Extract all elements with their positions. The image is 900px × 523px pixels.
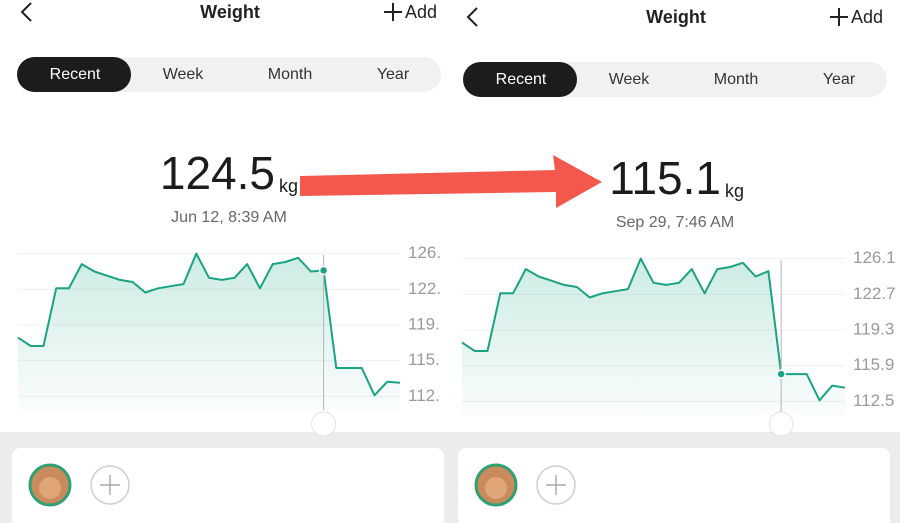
reading-unit: kg xyxy=(725,181,744,201)
reading-value: 115.1 xyxy=(609,152,721,204)
screen-title: Weight xyxy=(646,7,706,27)
y-tick-label: 115. xyxy=(408,350,440,369)
avatar-face xyxy=(39,477,61,499)
line-area xyxy=(18,253,400,410)
tab[interactable]: Recent xyxy=(50,66,101,83)
tab[interactable]: Month xyxy=(268,66,312,83)
add-user-icon xyxy=(100,475,120,495)
line-area xyxy=(462,258,845,415)
y-tick-label: 112. xyxy=(408,386,440,405)
y-tick-label: 119. xyxy=(408,314,440,333)
tab[interactable]: Recent xyxy=(496,71,547,88)
back-button[interactable] xyxy=(466,7,478,27)
back-button[interactable] xyxy=(20,2,32,22)
tab[interactable]: Week xyxy=(163,66,205,83)
add-icon[interactable] xyxy=(384,3,402,21)
user-card xyxy=(458,448,890,523)
avatar-face xyxy=(485,477,507,499)
y-tick-label: 112.5 xyxy=(853,391,894,410)
reading-time: Jun 12, 8:39 AM xyxy=(171,209,287,226)
phone-screen: Weight Add Recent Week Month Year 115.1 kg Sep 2… xyxy=(446,7,900,523)
selected-point xyxy=(318,265,329,276)
slider-knob[interactable] xyxy=(768,411,794,437)
add-button[interactable]: Add xyxy=(851,7,883,27)
annotation-arrow xyxy=(300,155,602,208)
user-card xyxy=(12,448,444,523)
y-tick-label: 122.7 xyxy=(853,284,896,303)
screen-title: Weight xyxy=(200,2,260,22)
tab[interactable]: Year xyxy=(377,66,410,83)
y-tick-label: 115.9 xyxy=(853,355,894,374)
y-tick-label: 126. xyxy=(408,243,441,262)
reading-unit: kg xyxy=(279,176,298,196)
y-tick-label: 122. xyxy=(408,279,441,298)
tab-active-pill xyxy=(463,62,577,97)
selected-point xyxy=(776,369,786,379)
add-user-icon xyxy=(546,475,566,495)
reading-value: 124.5 xyxy=(160,147,275,199)
add-icon[interactable] xyxy=(830,8,848,26)
tab[interactable]: Week xyxy=(609,71,651,88)
weight-line xyxy=(17,252,401,397)
tab-active-pill xyxy=(17,57,131,92)
add-button[interactable]: Add xyxy=(405,2,437,22)
y-tick-label: 126.1 xyxy=(853,248,896,267)
phone-screen: Weight Add Recent Week Month Year 124.5 kg Jun 1… xyxy=(0,2,454,523)
slider-knob[interactable] xyxy=(311,411,337,437)
tab[interactable]: Month xyxy=(714,71,758,88)
tab[interactable]: Year xyxy=(823,71,856,88)
y-tick-label: 119.3 xyxy=(853,319,894,338)
reading-time: Sep 29, 7:46 AM xyxy=(616,214,734,231)
